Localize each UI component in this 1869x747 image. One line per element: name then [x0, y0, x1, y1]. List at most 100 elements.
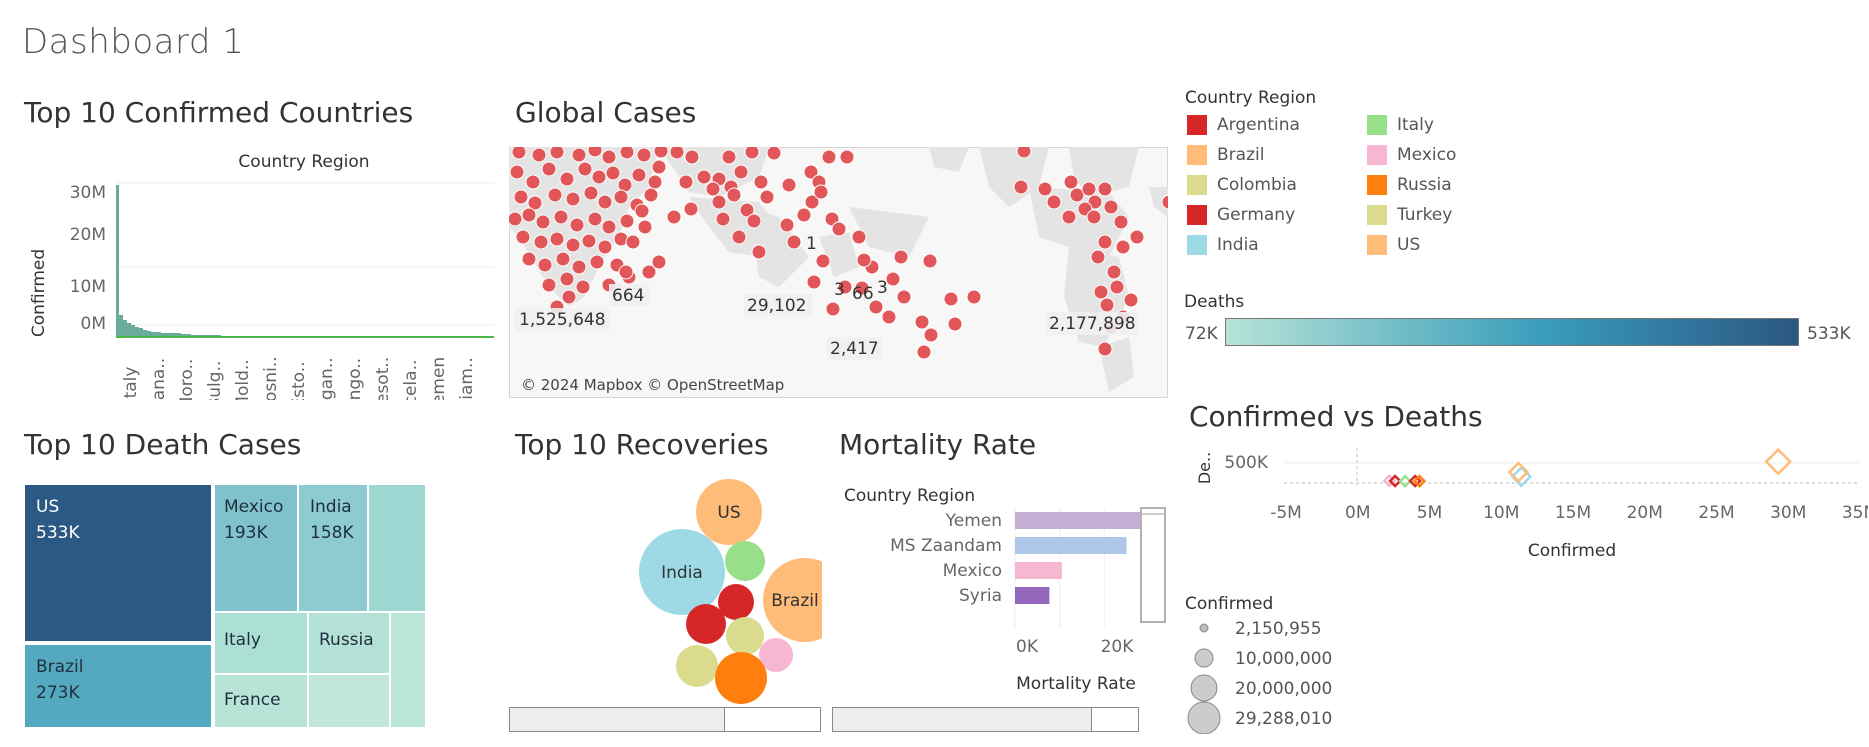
- top-deaths-title: Top 10 Death Cases: [24, 428, 302, 461]
- cat-lesotho: Lesot..: [373, 357, 393, 400]
- cvd-ylabel: De..: [1195, 452, 1214, 484]
- deaths-legend-title: Deaths: [1184, 292, 1245, 312]
- legend-item-germany[interactable]: Germany: [1187, 205, 1295, 225]
- legend-label-russia: Russia: [1397, 175, 1452, 195]
- mortality-scroll-thumb[interactable]: [833, 708, 1092, 731]
- mortality-xtick-0k: 0K: [1016, 637, 1039, 657]
- legend-label-brazil: Brazil: [1217, 145, 1265, 165]
- size-legend-title: Confirmed: [1185, 594, 1274, 614]
- ytick-10m: 10M: [70, 277, 106, 297]
- top-recoveries-title: Top 10 Recoveries: [515, 428, 769, 461]
- treemap-label-mexico: Mexico: [224, 497, 283, 517]
- cat-bosnia: Bosni..: [261, 356, 281, 400]
- cvd-point-4[interactable]: [1412, 474, 1427, 488]
- cvd-point-1[interactable]: [1388, 474, 1402, 488]
- treemap-cell-8[interactable]: [367, 484, 426, 613]
- map-attribution[interactable]: © 2024 Mapbox © OpenStreetMap: [521, 376, 784, 394]
- cat-uganda: Ugan..: [317, 357, 337, 400]
- legend-item-turkey[interactable]: Turkey: [1367, 205, 1452, 225]
- legend-item-argentina[interactable]: Argentina: [1187, 115, 1300, 135]
- legend-label-argentina: Argentina: [1217, 115, 1300, 135]
- bubble-colombia[interactable]: [676, 645, 718, 687]
- treemap-label-india: India: [310, 497, 352, 517]
- cat-angola: Ango..: [345, 358, 365, 400]
- cat-moldova: Mold..: [233, 359, 253, 400]
- map-label-india: 2,177,898: [1049, 314, 1136, 334]
- mortality-bar-mexico[interactable]: [1015, 562, 1062, 579]
- bubble-label-us: US: [717, 503, 740, 523]
- top-deaths-treemap[interactable]: US 533K Brazil 273K Mexico 193K India 15…: [24, 484, 426, 728]
- cvd-scatter[interactable]: De.. 500K -5M 0M 5M 10M 15M 20M 25M 30M 35M Conf…: [1188, 446, 1868, 566]
- recoveries-scroll-thumb[interactable]: [510, 708, 725, 731]
- bubble-mexico[interactable]: [759, 638, 793, 672]
- ytick-30m: 30M: [70, 183, 106, 203]
- mortality-bar-syria[interactable]: [1015, 587, 1050, 604]
- mortality-bar-yemen[interactable]: [1015, 512, 1140, 529]
- treemap-cell-italy[interactable]: [213, 611, 309, 675]
- bubble-argentina[interactable]: [686, 604, 726, 644]
- map-label-2417: 2,417: [830, 339, 879, 359]
- swatch-germany: [1187, 205, 1207, 225]
- bubble-us[interactable]: [696, 479, 762, 545]
- mortality-chart[interactable]: Country Region Yemen MS Zaandam Mexico Syri…: [840, 478, 1170, 698]
- treemap-cell-france[interactable]: [213, 673, 309, 728]
- top-confirmed-title: Top 10 Confirmed Countries: [24, 96, 414, 129]
- mortality-scrollbar[interactable]: [832, 707, 1139, 732]
- bubble-russia[interactable]: [715, 652, 767, 704]
- size-label-4: 29,288,010: [1235, 709, 1332, 729]
- treemap-cell-9[interactable]: [389, 611, 426, 728]
- mortality-cat-yemen: Yemen: [945, 511, 1002, 531]
- cat-canada: Cana..: [149, 358, 169, 400]
- legend-item-brazil[interactable]: Brazil: [1187, 145, 1264, 165]
- top-confirmed-chart[interactable]: Country Region Confirmed 30M 20M 10M 0M …: [24, 145, 504, 400]
- mortality-v-scrollbar[interactable]: [1140, 507, 1166, 623]
- cvd-point-7[interactable]: [1764, 447, 1792, 476]
- bubble-italy[interactable]: [725, 541, 765, 581]
- ytick-20m: 20M: [70, 225, 106, 245]
- treemap-label-russia: Russia: [319, 630, 374, 650]
- legend-item-colombia[interactable]: Colombia: [1187, 175, 1297, 195]
- legend-label-india: India: [1217, 235, 1259, 255]
- legend-item-us[interactable]: US: [1367, 235, 1420, 255]
- bubble-brazil[interactable]: [763, 558, 822, 642]
- global-cases-map[interactable]: 1,525,648 664 29,102 1 3 66 3 2,417 2,17…: [509, 147, 1168, 398]
- bubble-germany[interactable]: [718, 584, 754, 620]
- treemap-cell-us[interactable]: [24, 484, 213, 643]
- map-label-3a: 3: [834, 280, 845, 300]
- dashboard-title: Dashboard 1: [22, 22, 245, 62]
- mortality-bar-ms-zaandam[interactable]: [1015, 537, 1127, 554]
- legend-item-india[interactable]: India: [1187, 235, 1259, 255]
- legend-item-italy[interactable]: Italy: [1367, 115, 1434, 135]
- treemap-value-india: 158K: [310, 523, 354, 543]
- ytick-0m: 0M: [81, 314, 106, 334]
- bubble-turkey[interactable]: [726, 617, 764, 655]
- treemap-cell-brazil[interactable]: [24, 643, 213, 728]
- swatch-italy: [1367, 115, 1387, 135]
- treemap-cell-10[interactable]: [307, 673, 391, 728]
- treemap-cell-mexico[interactable]: [213, 484, 299, 613]
- cvd-point-2[interactable]: [1398, 474, 1412, 488]
- size-label-2: 10,000,000: [1235, 649, 1332, 669]
- swatch-mexico: [1367, 145, 1387, 165]
- legend-item-mexico[interactable]: Mexico: [1367, 145, 1456, 165]
- country-legend-title: Country Region: [1185, 88, 1317, 108]
- bubble-india[interactable]: [639, 529, 725, 615]
- cvd-xtick-1: 0M: [1345, 503, 1370, 523]
- size-label-1: 2,150,955: [1235, 619, 1322, 639]
- recoveries-scrollbar[interactable]: [509, 707, 821, 732]
- mortality-cat-mexico: Mexico: [943, 561, 1002, 581]
- cvd-xtick-0: -5M: [1270, 503, 1302, 523]
- treemap-cell-russia[interactable]: [307, 611, 391, 675]
- recoveries-bubbles[interactable]: US India Brazil: [630, 472, 822, 708]
- swatch-russia: [1367, 175, 1387, 195]
- legend-item-russia[interactable]: Russia: [1367, 175, 1452, 195]
- cat-italy: Italy: [121, 367, 141, 400]
- cvd-point-3[interactable]: [1408, 474, 1422, 488]
- bubble-label-brazil: Brazil: [771, 591, 818, 611]
- size-dot-1: [1199, 623, 1209, 633]
- map-label-66: 66: [852, 284, 874, 304]
- cvd-xtick-6: 25M: [1698, 503, 1734, 523]
- deaths-legend-max: 533K: [1807, 324, 1851, 344]
- cvd-point-6[interactable]: [1507, 461, 1530, 483]
- treemap-cell-india[interactable]: [297, 484, 369, 613]
